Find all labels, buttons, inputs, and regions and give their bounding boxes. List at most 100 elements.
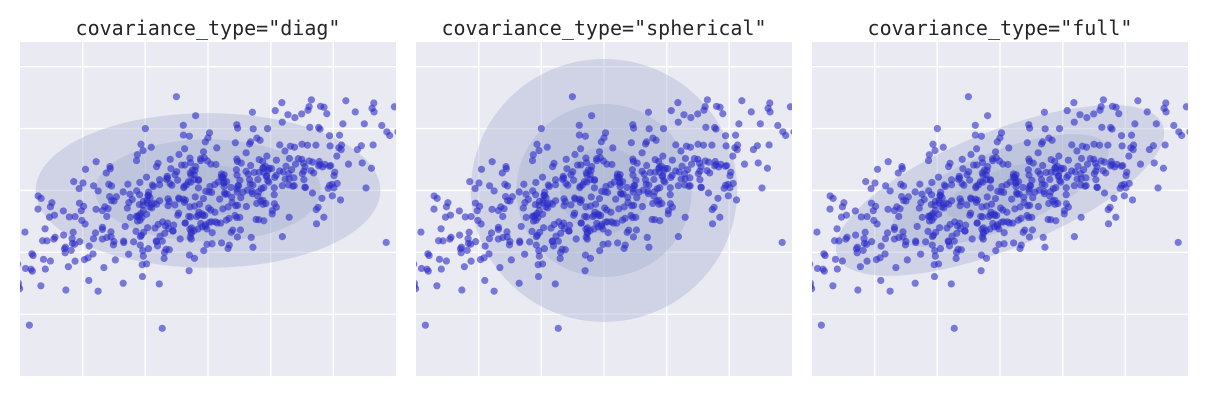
data-point — [703, 96, 711, 104]
data-point — [774, 121, 782, 130]
data-point — [194, 184, 203, 192]
data-point — [1071, 168, 1079, 176]
data-point — [137, 231, 146, 239]
data-point — [681, 170, 689, 178]
data-point — [631, 182, 639, 190]
data-point — [446, 235, 454, 243]
data-point — [1020, 193, 1028, 201]
data-point — [41, 265, 49, 273]
data-point — [143, 224, 152, 232]
data-point — [50, 235, 58, 243]
data-point — [139, 252, 147, 260]
data-point — [1008, 195, 1016, 203]
data-point — [615, 173, 623, 182]
data-point — [199, 194, 208, 203]
data-point — [284, 111, 292, 119]
data-point — [184, 178, 193, 186]
data-point — [894, 169, 902, 177]
data-point — [575, 121, 583, 129]
data-point — [795, 147, 802, 154]
data-point — [786, 103, 792, 111]
data-point — [873, 165, 882, 173]
data-point — [534, 261, 542, 269]
data-point — [999, 160, 1007, 168]
data-point — [890, 207, 899, 215]
data-point — [872, 202, 880, 210]
data-point — [360, 120, 368, 128]
data-point — [976, 178, 985, 186]
data-point — [803, 204, 810, 211]
data-point — [917, 199, 925, 207]
data-point — [706, 169, 714, 177]
data-point — [522, 213, 530, 221]
data-point — [1170, 121, 1178, 130]
data-point — [233, 121, 241, 129]
data-point — [1052, 217, 1060, 225]
data-point — [705, 158, 713, 166]
data-point — [155, 181, 164, 189]
data-point — [877, 242, 885, 250]
data-point — [69, 228, 77, 236]
data-point — [697, 183, 705, 192]
data-point — [738, 97, 746, 105]
data-point — [367, 164, 376, 172]
data-point — [650, 175, 658, 184]
data-point — [433, 194, 441, 202]
data-point — [674, 233, 682, 241]
data-point — [1104, 220, 1113, 228]
data-point — [399, 147, 406, 154]
data-point — [1055, 124, 1064, 133]
data-point — [763, 164, 772, 172]
data-point — [577, 219, 585, 227]
data-point — [604, 229, 612, 237]
data-point — [249, 125, 257, 133]
data-point — [643, 233, 651, 241]
data-point — [645, 243, 653, 251]
data-point — [164, 202, 172, 210]
data-point — [64, 263, 72, 271]
data-point — [1090, 155, 1098, 163]
data-point — [477, 165, 486, 173]
data-point — [335, 131, 344, 139]
data-point — [481, 242, 489, 250]
data-point — [323, 110, 331, 118]
data-point — [178, 161, 186, 169]
data-point — [1100, 189, 1109, 197]
data-point — [1047, 155, 1055, 164]
data-point — [158, 324, 166, 332]
data-point — [481, 276, 489, 285]
data-point — [370, 108, 378, 116]
data-point — [529, 151, 537, 159]
data-point — [813, 264, 822, 273]
data-point — [138, 272, 147, 281]
data-point — [130, 238, 138, 246]
data-point — [263, 152, 271, 160]
data-point — [793, 244, 800, 251]
data-point — [362, 184, 370, 192]
data-point — [265, 178, 273, 186]
data-point — [207, 160, 215, 168]
data-point — [1035, 186, 1043, 194]
data-point — [977, 251, 986, 259]
data-point — [233, 233, 242, 241]
data-point — [1057, 178, 1065, 186]
data-point — [548, 163, 557, 171]
data-point — [175, 150, 183, 159]
data-point — [651, 168, 659, 176]
data-point — [551, 176, 560, 184]
data-point — [918, 213, 926, 221]
data-point — [68, 235, 76, 243]
data-point — [702, 123, 710, 131]
data-point — [467, 257, 475, 265]
data-point — [1110, 194, 1118, 202]
data-point — [696, 176, 704, 184]
data-point — [164, 195, 172, 203]
data-point — [342, 97, 350, 105]
data-point — [167, 165, 175, 173]
data-point — [344, 160, 353, 168]
data-point — [943, 224, 951, 232]
data-point — [1090, 170, 1098, 178]
data-point — [924, 227, 932, 236]
data-point — [603, 160, 611, 168]
